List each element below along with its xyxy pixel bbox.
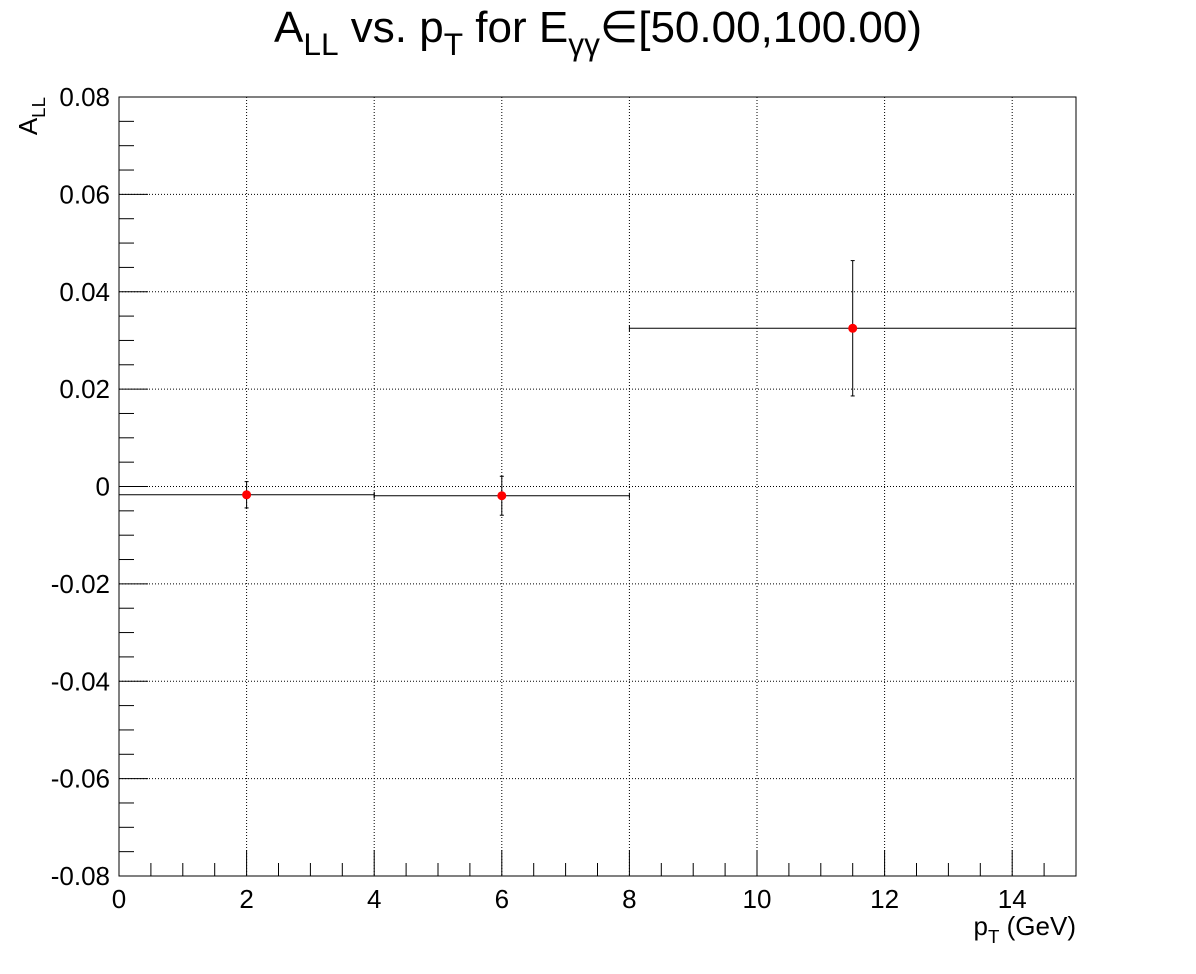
chart-title-part: LL — [303, 26, 338, 62]
y-tick-label: -0.04 — [51, 666, 110, 696]
x-tick-label: 2 — [239, 884, 253, 914]
x-tick-label: 10 — [743, 884, 772, 914]
y-tick-label: -0.08 — [51, 861, 110, 891]
x-axis-label-part: p — [974, 911, 988, 941]
y-axis-label-part: LL — [28, 97, 49, 118]
chart-title-part: ∈[50.00,100.00) — [600, 3, 922, 52]
x-tick-label: 0 — [112, 884, 126, 914]
y-tick-label: 0.04 — [59, 277, 110, 307]
x-tick-label: 14 — [998, 884, 1027, 914]
data-point — [848, 323, 858, 333]
y-axis-label-part: A — [13, 117, 43, 135]
chart-title-part: vs. p — [339, 3, 444, 52]
x-axis-label-part: T — [988, 926, 999, 947]
chart-title: ALL vs. pT for Eγγ∈[50.00,100.00) — [274, 3, 922, 62]
data-point — [497, 491, 507, 501]
data-point — [242, 490, 252, 500]
y-tick-label: 0.02 — [59, 374, 110, 404]
chart-title-part: for E — [463, 3, 568, 52]
x-tick-label: 4 — [367, 884, 381, 914]
chart-title-part: γγ — [568, 26, 600, 62]
x-tick-label: 12 — [870, 884, 899, 914]
y-tick-label: 0.06 — [59, 179, 110, 209]
chart-title-part: T — [444, 26, 463, 62]
y-tick-label: -0.02 — [51, 569, 110, 599]
y-axis-label: ALL — [13, 97, 49, 135]
chart-title-part: A — [274, 3, 304, 52]
x-tick-label: 6 — [495, 884, 509, 914]
y-tick-label: 0.08 — [59, 82, 110, 112]
y-tick-label: 0 — [96, 472, 110, 502]
x-axis-label-part: (GeV) — [999, 911, 1076, 941]
y-tick-label: -0.06 — [51, 764, 110, 794]
x-tick-label: 8 — [622, 884, 636, 914]
x-axis-label: pT (GeV) — [974, 911, 1076, 947]
